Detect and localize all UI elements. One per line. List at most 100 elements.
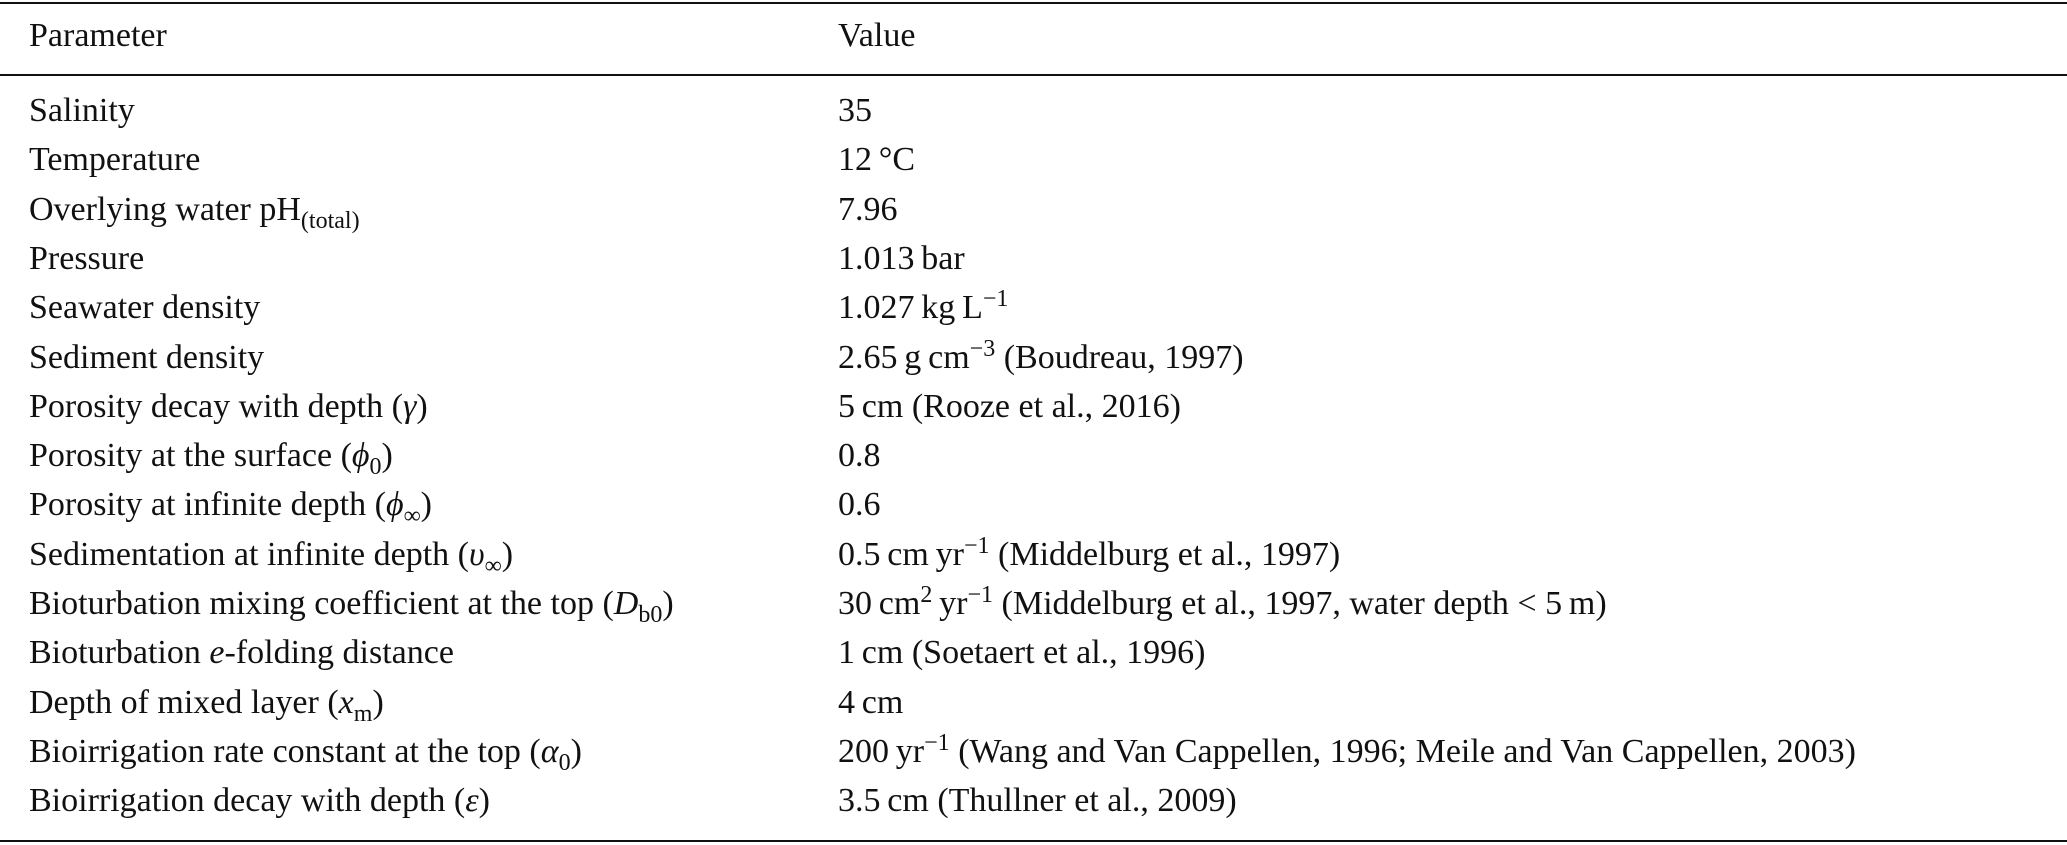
text: ) [478,782,490,820]
subscript: m [353,700,373,727]
text: Depth of mixed layer ( [29,683,339,721]
superscript: −1 [967,582,994,608]
top-rule [0,2,2067,4]
text: 0.5 cm yr [838,535,964,573]
text: 1.027 kg L [838,289,983,327]
value-cell: 5 cm (Rooze et al., 2016) [838,387,1181,427]
text: -folding distance [224,634,454,672]
text: ) [501,535,514,573]
text: ) [570,732,582,770]
parameter-cell: Salinity [29,91,135,131]
symbol: e [209,634,225,672]
parameter-cell: Porosity at infinite depth (ϕ∞) [29,485,432,528]
superscript: −1 [924,729,950,756]
text: ) [420,486,432,524]
text: (Middelburg et al., 1997) [989,535,1341,573]
text: 35 [838,92,872,129]
value-cell: 7.96 [838,190,898,230]
symbol: ε [465,782,479,820]
value-cell: 4 cm [838,683,903,723]
value-cell: 0.6 [838,485,881,525]
text: 0.6 [838,486,881,524]
symbol: D [613,585,639,622]
text: Overlying water pH [29,190,301,228]
superscript: −1 [963,532,990,559]
text: ) [416,387,428,425]
text: 4 cm [838,683,904,721]
text: Porosity at infinite depth ( [29,486,386,524]
superscript: 2 [920,582,933,608]
text: (Wang and Van Cappellen, 1996; Meile and… [949,732,1856,770]
text: Porosity decay with depth ( [29,387,403,425]
text: ) [662,585,674,622]
subscript: (total) [300,207,360,234]
symbol: x [338,683,354,721]
symbol: α [540,732,559,770]
text: 12 °C [838,141,916,179]
symbol: γ [402,387,417,425]
text: Temperature [29,141,201,179]
text: Bioirrigation decay with depth ( [29,782,466,820]
text: Pressure [29,239,145,277]
parameter-cell: Bioirrigation rate constant at the top (… [29,732,582,775]
value-cell: 2.65 g cm−3 (Boudreau, 1997) [838,335,1244,378]
symbol: ϕ [385,486,404,524]
text: ) [372,683,384,721]
parameter-cell: Bioturbation e-folding distance [29,633,454,673]
text: (Boudreau, 1997) [995,338,1244,376]
value-cell: 35 [838,91,872,131]
parameter-cell: Porosity at the surface (ϕ0) [29,436,393,479]
text: Sediment density [29,338,265,376]
subscript: 0 [369,454,382,481]
superscript: −1 [982,286,1009,313]
text: 2.65 g cm [838,338,970,376]
value-cell: 0.5 cm yr−1 (Middelburg et al., 1997) [838,532,1341,575]
text: Bioturbation [29,634,210,672]
superscript: −3 [969,335,996,362]
parameter-cell: Bioirrigation decay with depth (ε) [29,781,490,821]
value-cell: 3.5 cm (Thullner et al., 2009) [838,781,1237,821]
text: Bioirrigation rate constant at the top ( [29,732,541,770]
text: yr [932,585,968,622]
header-cell: Value [838,17,916,54]
text: 200 yr [838,732,925,770]
text: 3.5 cm (Thullner et al., 2009) [838,782,1237,820]
text: (Middelburg et al., 1997, water depth < … [993,585,1607,622]
parameter-cell: Temperature [29,140,200,180]
text: 1.013 bar [838,239,965,277]
text: Sedimentation at infinite depth ( [29,535,470,573]
text: ) [381,437,393,475]
text: Bioturbation mixing coefficient at the t… [29,585,614,622]
value-cell: 1.013 bar [838,239,965,279]
symbol: ϕ [351,437,370,475]
value-cell: 1 cm (Soetaert et al., 1996) [838,633,1205,673]
subscript: ∞ [403,503,421,530]
parameter-cell: Sedimentation at infinite depth (υ∞) [29,535,514,578]
symbol: υ [469,535,485,573]
text: 0.8 [838,437,881,475]
text: Porosity at the surface ( [29,437,352,475]
value-cell: 30 cm2 yr−1 (Middelburg et al., 1997, wa… [838,582,1607,624]
parameter-cell: Porosity decay with depth (γ) [29,387,428,427]
text: 7.96 [838,190,898,228]
header-rule [0,74,2067,76]
value-cell: 12 °C [838,140,915,180]
subscript: ∞ [484,552,502,579]
text: 30 cm [838,585,921,622]
parameter-cell: Sediment density [29,338,264,378]
header-cell: Parameter [29,17,167,54]
parameter-cell: Seawater density [29,288,260,328]
bottom-rule [0,840,2067,842]
subscript: 0 [558,749,571,776]
text: 5 cm (Rooze et al., 2016) [838,387,1181,425]
text: Salinity [29,92,135,129]
text: Seawater density [29,289,261,327]
parameter-cell: Overlying water pH(total) [29,190,360,233]
parameter-cell: Bioturbation mixing coefficient at the t… [29,584,674,627]
text: 1 cm (Soetaert et al., 1996) [838,634,1206,672]
parameter-cell: Pressure [29,239,144,279]
value-cell: 0.8 [838,436,881,476]
parameter-cell: Depth of mixed layer (xm) [29,683,384,726]
subscript: b0 [638,602,663,628]
